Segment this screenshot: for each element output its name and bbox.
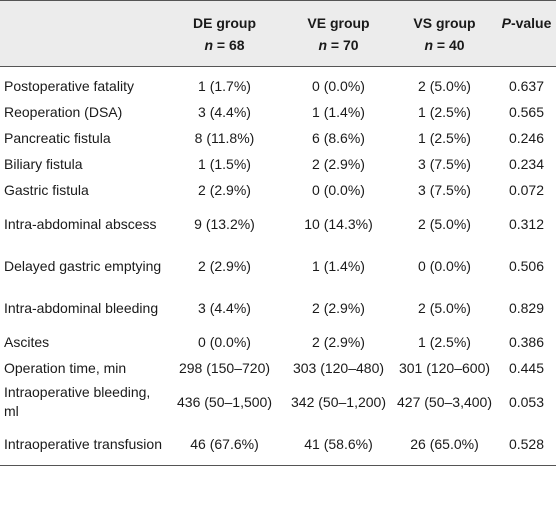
p-value: 0.234 xyxy=(508,155,545,172)
row-label: Operation time, min xyxy=(4,359,127,376)
table-row: Reoperation (DSA) 3 (4.4%) 1 (1.4%) 1 (2.5%… xyxy=(0,99,556,125)
de-value: 3 (4.4%) xyxy=(198,103,251,120)
ve-value: 1 (1.4%) xyxy=(312,257,365,274)
row-label: Reoperation (DSA) xyxy=(4,103,123,120)
table-row: Intraoperative transfusion 46 (67.6%) 41 (… xyxy=(0,423,556,466)
p-value: 0.506 xyxy=(508,257,545,274)
n-label: n xyxy=(424,37,434,53)
p-value: 0.637 xyxy=(497,66,556,99)
ve-value: 2 (2.9%) xyxy=(312,299,365,316)
table-row: Intra-abdominal abscess 9 (13.2%) 10 (14.3… xyxy=(0,203,556,245)
row-label: Delayed gastric emptying xyxy=(4,257,162,274)
vs-value: 3 (7.5%) xyxy=(418,181,471,198)
table-row: Pancreatic fistula 8 (11.8%) 6 (8.6%) 1 (2.… xyxy=(0,125,556,151)
ve-value: 2 (2.9%) xyxy=(312,155,365,172)
row-label: Ascites xyxy=(4,333,50,350)
vs-value: 2 (5.0%) xyxy=(418,299,471,316)
p-value: 0.053 xyxy=(508,393,545,410)
header-de-group: DE group xyxy=(193,15,256,31)
de-value: 2 (2.9%) xyxy=(198,181,251,198)
row-label: Postoperative fatality xyxy=(0,66,164,99)
table-row: Ascites 0 (0.0%) 2 (2.9%) 1 (2.5%) 0.386 xyxy=(0,329,556,355)
de-value: 436 (50–1,500) xyxy=(177,393,272,410)
p-value: 0.386 xyxy=(508,333,545,350)
de-value: 298 (150–720) xyxy=(178,359,271,376)
header-pvalue-italic: P xyxy=(501,15,511,31)
header-blank-3 xyxy=(497,34,556,67)
ve-value: 2 (2.9%) xyxy=(312,333,365,350)
vs-value: 301 (120–600) xyxy=(398,359,491,376)
header-pvalue-rest: -value xyxy=(510,15,552,31)
row-label: Intra-abdominal bleeding xyxy=(4,299,159,316)
p-value: 0.072 xyxy=(508,181,545,198)
p-value: 0.312 xyxy=(508,215,545,232)
ve-value: 0 (0.0%) xyxy=(285,66,392,99)
vs-value: 1 (2.5%) xyxy=(418,129,471,146)
header-vs-group: VS group xyxy=(413,15,476,31)
vs-value: 427 (50–3,400) xyxy=(397,393,492,410)
table-row: Gastric fistula 2 (2.9%) 0 (0.0%) 3 (7.5%) 0… xyxy=(0,177,556,203)
n-value: = 68 xyxy=(216,37,245,53)
table-row: Postoperative fatality 1 (1.7%) 0 (0.0%) 2 … xyxy=(0,66,556,99)
header-blank xyxy=(0,1,164,35)
header-ve-group: VE group xyxy=(307,15,370,31)
complications-table: DE group VE group VS group P-value n = 6… xyxy=(0,0,556,466)
de-value: 1 (1.7%) xyxy=(164,66,285,99)
table-row: Intraoperative bleeding, ml 436 (50–1,500… xyxy=(0,381,556,423)
header-pvalue: P-value xyxy=(497,1,556,35)
row-label: Intraoperative transfusion xyxy=(0,423,164,466)
de-value: 0 (0.0%) xyxy=(198,333,251,350)
p-value: 0.528 xyxy=(497,423,556,466)
n-value: = 40 xyxy=(436,37,465,53)
de-value: 1 (1.5%) xyxy=(198,155,251,172)
row-label: Biliary fistula xyxy=(4,155,83,172)
row-label: Intra-abdominal abscess xyxy=(4,215,157,232)
de-value: 8 (11.8%) xyxy=(194,129,255,146)
vs-value: 1 (2.5%) xyxy=(418,333,471,350)
p-value: 0.829 xyxy=(508,299,545,316)
ve-value: 1 (1.4%) xyxy=(312,103,365,120)
table-row: Biliary fistula 1 (1.5%) 2 (2.9%) 3 (7.5%) 0… xyxy=(0,151,556,177)
n-label: n xyxy=(318,37,328,53)
ve-value: 10 (14.3%) xyxy=(304,215,373,232)
de-value: 9 (13.2%) xyxy=(194,215,255,232)
p-value: 0.565 xyxy=(508,103,545,120)
ve-value: 41 (58.6%) xyxy=(285,423,392,466)
table-header: DE group VE group VS group P-value n = 6… xyxy=(0,0,556,67)
vs-value: 1 (2.5%) xyxy=(418,103,471,120)
table-body: Postoperative fatality 1 (1.7%) 0 (0.0%) 2 … xyxy=(0,66,556,466)
de-value: 46 (67.6%) xyxy=(164,423,285,466)
vs-value: 2 (5.0%) xyxy=(418,215,471,232)
vs-value: 0 (0.0%) xyxy=(418,257,471,274)
row-label: Intraoperative bleeding, ml xyxy=(4,384,151,419)
ve-value: 6 (8.6%) xyxy=(312,129,365,146)
p-value: 0.445 xyxy=(508,359,545,376)
n-value: = 70 xyxy=(330,37,359,53)
vs-value: 26 (65.0%) xyxy=(392,423,497,466)
header-de-n: n = 68 xyxy=(164,34,285,67)
header-blank-2 xyxy=(0,34,164,67)
de-value: 3 (4.4%) xyxy=(198,299,251,316)
table-row: Operation time, min 298 (150–720) 303 (120… xyxy=(0,355,556,381)
n-label: n xyxy=(204,37,214,53)
row-label: Gastric fistula xyxy=(4,181,89,198)
p-value: 0.246 xyxy=(508,129,545,146)
row-label: Pancreatic fistula xyxy=(4,129,111,146)
vs-value: 3 (7.5%) xyxy=(418,155,471,172)
ve-value: 303 (120–480) xyxy=(292,359,385,376)
ve-value: 0 (0.0%) xyxy=(312,181,365,198)
vs-value: 2 (5.0%) xyxy=(392,66,497,99)
ve-value: 342 (50–1,200) xyxy=(291,393,386,410)
header-vs-n: n = 40 xyxy=(392,34,497,67)
table-row: Delayed gastric emptying 2 (2.9%) 1 (1.4%)… xyxy=(0,245,556,287)
header-ve-n: n = 70 xyxy=(285,34,392,67)
table-row: Intra-abdominal bleeding 3 (4.4%) 2 (2.9%)… xyxy=(0,287,556,329)
de-value: 2 (2.9%) xyxy=(198,257,251,274)
